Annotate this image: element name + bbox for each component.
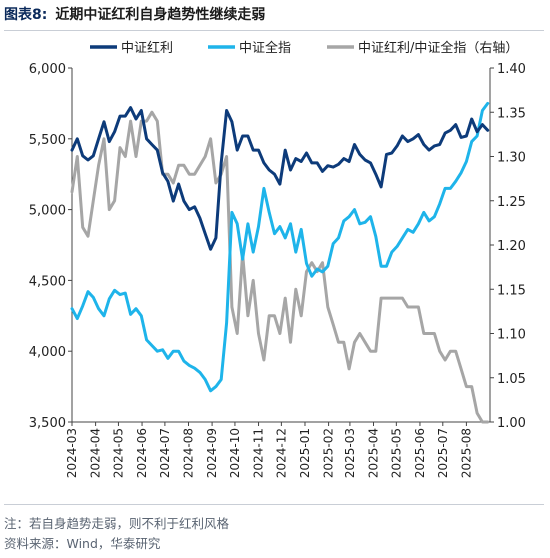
x-tick-label: 2025-06	[413, 428, 427, 478]
y-left-tick-label: 5,000	[29, 204, 66, 219]
x-tick-label: 2025-04	[367, 428, 381, 478]
y-axis-left: 3,500 4,000 4,500 5,000 5,500 6,000	[29, 62, 72, 431]
legend: 中证红利 中证全指 中证红利/中证全指（右轴）	[90, 40, 518, 56]
x-tick-label: 2025-03	[343, 428, 357, 478]
figure-title: 图表8: 近期中证红利自身趋势性继续走弱	[4, 4, 265, 24]
x-tick-label: 2025-02	[322, 428, 336, 478]
x-tick-label: 2024-04	[89, 428, 103, 478]
line-chart: 中证红利 中证全指 中证红利/中证全指（右轴） 3,500 4,000 4,500 5…	[29, 40, 526, 478]
figure-label: 图表8:	[4, 7, 48, 23]
y-left-tick-label: 3,500	[29, 416, 66, 431]
y-right-tick-label: 1.35	[497, 106, 526, 121]
chart-note: 注：若自身趋势走弱，则不利于红利风格	[4, 516, 230, 531]
y-left-tick-label: 4,500	[29, 274, 66, 289]
x-tick-label: 2024-12	[274, 428, 288, 478]
chart-source: 资料来源：Wind，华泰研究	[4, 536, 161, 551]
x-tick-label: 2025-07	[436, 428, 450, 478]
y-right-tick-label: 1.25	[497, 195, 526, 210]
x-axis: 2024-03 2024-04 2024-05 2024-06 2024-07 2024-…	[65, 422, 473, 478]
legend-label-quanzhi: 中证全指	[239, 40, 291, 56]
legend-label-ratio: 中证红利/中证全指（右轴）	[358, 40, 518, 56]
x-tick-label: 2025-08	[459, 428, 473, 478]
y-right-tick-label: 1.30	[497, 151, 526, 166]
figure-title-text: 近期中证红利自身趋势性继续走弱	[55, 7, 266, 23]
title-divider	[4, 30, 544, 31]
series-line-quanzhi	[70, 101, 490, 393]
y-left-tick-label: 6,000	[29, 62, 66, 77]
y-right-tick-label: 1.00	[497, 416, 526, 431]
y-right-tick-label: 1.15	[497, 283, 526, 298]
series-layer	[70, 101, 490, 424]
y-right-tick-label: 1.05	[497, 372, 526, 387]
series-line-ratio	[70, 110, 490, 424]
x-tick-label: 2024-05	[111, 428, 125, 478]
x-tick-label: 2024-06	[135, 428, 149, 478]
x-tick-label: 2024-11	[252, 428, 266, 478]
y-left-tick-label: 4,000	[29, 345, 66, 360]
y-right-tick-label: 1.20	[497, 239, 526, 254]
x-tick-label: 2024-07	[158, 428, 172, 478]
x-tick-label: 2024-10	[228, 428, 242, 478]
x-tick-label: 2024-09	[205, 428, 219, 478]
x-tick-label: 2025-05	[389, 428, 403, 478]
legend-label-hongli: 中证红利	[121, 40, 173, 56]
x-tick-label: 2024-03	[65, 428, 79, 478]
y-right-tick-label: 1.10	[497, 328, 526, 343]
y-right-tick-label: 1.40	[497, 62, 526, 77]
series-line-hongli	[70, 106, 490, 251]
y-left-tick-label: 5,500	[29, 133, 66, 148]
x-tick-label: 2024-08	[181, 428, 195, 478]
y-axis-right: 1.00 1.05 1.10 1.15 1.20 1.25 1.30 1.35 1.40	[490, 62, 526, 431]
x-tick-label: 2025-01	[298, 428, 312, 478]
footer-divider	[4, 504, 544, 505]
